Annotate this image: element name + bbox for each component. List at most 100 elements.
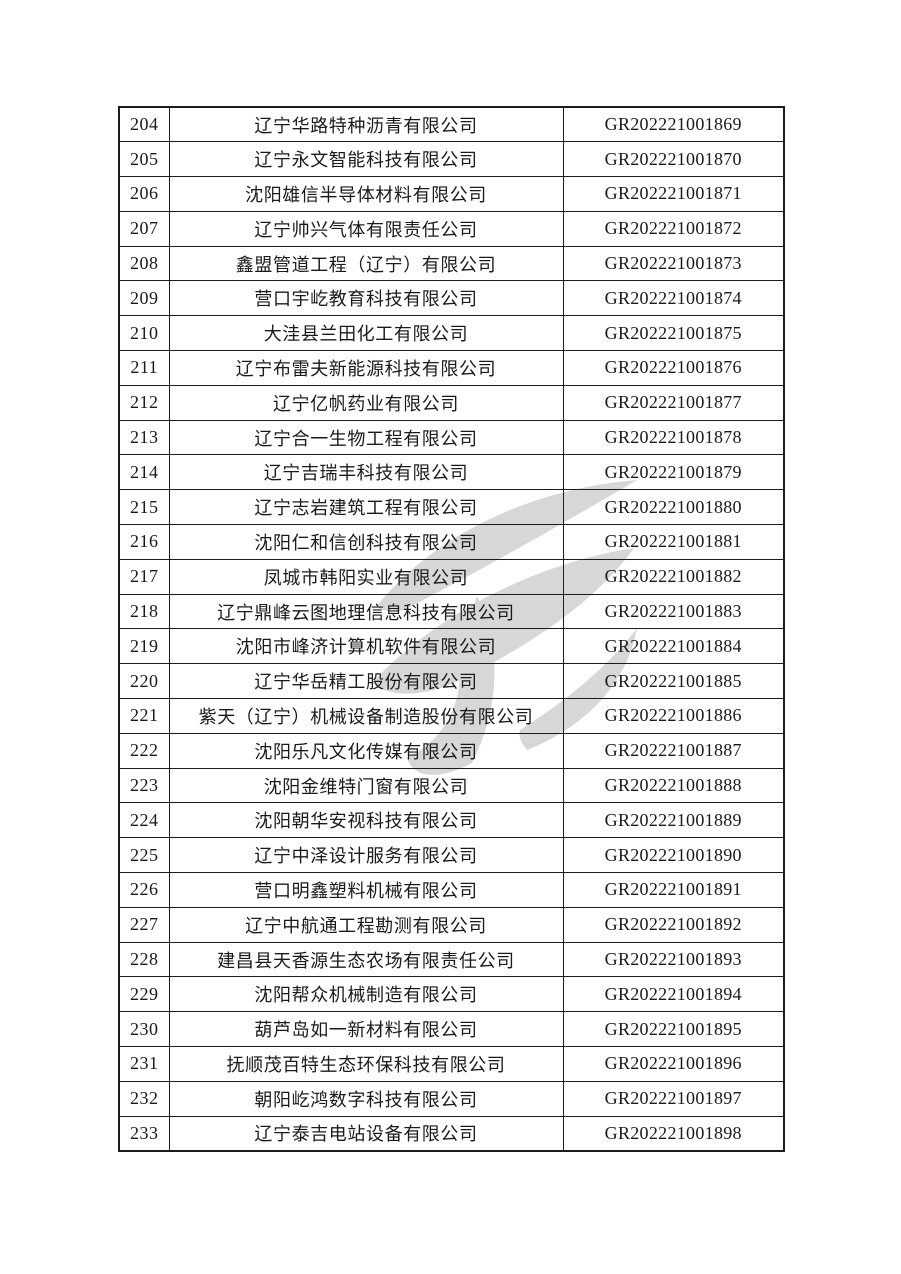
row-number: 233	[130, 1122, 159, 1143]
certificate-code: GR202221001877	[604, 392, 742, 413]
row-number-cell: 205	[118, 141, 170, 178]
row-number-cell: 208	[118, 245, 170, 282]
certificate-code-cell: GR202221001889	[562, 802, 785, 839]
certificate-code: GR202221001882	[604, 566, 742, 587]
table-row: 210 大洼县兰田化工有限公司 GR202221001875	[118, 315, 785, 352]
row-number-cell: 233	[118, 1115, 170, 1152]
certificate-code-cell: GR202221001869	[562, 106, 785, 143]
row-number-cell: 211	[118, 350, 170, 386]
company-name-cell: 辽宁永文智能科技有限公司	[168, 141, 564, 178]
certificate-code-cell: GR202221001888	[562, 767, 785, 804]
row-number-cell: 210	[118, 315, 170, 352]
table-row: 217 凤城市韩阳实业有限公司 GR202221001882	[118, 558, 785, 595]
table-row: 209 营口宇屹教育科技有限公司 GR202221001874	[118, 280, 785, 317]
certificate-code-cell: GR202221001878	[562, 419, 785, 456]
certificate-code-cell: GR202221001884	[562, 628, 785, 665]
certificate-code: GR202221001875	[604, 322, 742, 343]
company-name: 辽宁中泽设计服务有限公司	[254, 846, 478, 867]
company-name-cell: 辽宁华路特种沥青有限公司	[168, 106, 564, 143]
company-name-cell: 紫天（辽宁）机械设备制造股份有限公司	[168, 698, 564, 734]
company-name: 沈阳雄信半导体材料有限公司	[245, 184, 487, 205]
company-name: 沈阳乐凡文化传媒有限公司	[254, 741, 478, 762]
company-name-cell: 沈阳雄信半导体材料有限公司	[168, 176, 564, 212]
row-number-cell: 224	[118, 802, 170, 839]
company-name-cell: 鑫盟管道工程（辽宁）有限公司	[168, 245, 564, 282]
company-name-cell: 沈阳朝华安视科技有限公司	[168, 802, 564, 839]
certificate-code-cell: GR202221001872	[562, 210, 785, 247]
certificate-code: GR202221001884	[604, 635, 742, 656]
row-number-cell: 215	[118, 489, 170, 526]
company-name: 营口明鑫塑料机械有限公司	[254, 880, 478, 901]
certificate-code-cell: GR202221001883	[562, 593, 785, 630]
row-number-cell: 226	[118, 872, 170, 908]
row-number: 224	[130, 809, 159, 830]
row-number: 229	[130, 983, 159, 1004]
row-number: 228	[130, 949, 159, 970]
company-name: 紫天（辽宁）机械设备制造股份有限公司	[198, 706, 534, 727]
table-row: 223 沈阳金维特门窗有限公司 GR202221001888	[118, 767, 785, 804]
row-number: 214	[130, 461, 159, 482]
certificate-code: GR202221001883	[604, 601, 742, 622]
certificate-code-cell: GR202221001877	[562, 384, 785, 421]
company-name: 辽宁合一生物工程有限公司	[254, 428, 478, 449]
row-number-cell: 212	[118, 384, 170, 421]
row-number: 222	[130, 740, 159, 761]
certificate-code: GR202221001871	[604, 183, 742, 204]
company-name: 辽宁鼎峰云图地理信息科技有限公司	[217, 602, 515, 623]
table-row: 231 抚顺茂百特生态环保科技有限公司 GR202221001896	[118, 1046, 785, 1082]
company-name-cell: 辽宁布雷夫新能源科技有限公司	[168, 350, 564, 386]
certificate-code-cell: GR202221001887	[562, 732, 785, 769]
company-name-cell: 沈阳帮众机械制造有限公司	[168, 976, 564, 1013]
certificate-code-cell: GR202221001879	[562, 454, 785, 491]
row-number-cell: 221	[118, 698, 170, 734]
certificate-code: GR202221001890	[604, 844, 742, 865]
certificate-code-cell: GR202221001892	[562, 906, 785, 943]
company-name: 沈阳仁和信创科技有限公司	[254, 532, 478, 553]
certificate-code-cell: GR202221001894	[562, 976, 785, 1013]
company-name: 辽宁志岩建筑工程有限公司	[254, 498, 478, 519]
company-name: 沈阳帮众机械制造有限公司	[254, 985, 478, 1006]
certificate-code: GR202221001892	[604, 914, 742, 935]
company-name: 辽宁帅兴气体有限责任公司	[254, 219, 478, 240]
row-number-cell: 217	[118, 558, 170, 595]
row-number: 208	[130, 253, 159, 274]
certificate-code-cell: GR202221001896	[562, 1046, 785, 1082]
company-name: 辽宁亿帆药业有限公司	[273, 393, 459, 414]
row-number: 210	[130, 322, 159, 343]
row-number: 223	[130, 775, 159, 796]
company-name-cell: 营口明鑫塑料机械有限公司	[168, 872, 564, 908]
row-number: 231	[130, 1053, 159, 1074]
certificate-code: GR202221001870	[604, 148, 742, 169]
row-number: 213	[130, 427, 159, 448]
row-number-cell: 209	[118, 280, 170, 317]
company-name-cell: 沈阳乐凡文化传媒有限公司	[168, 732, 564, 769]
company-name-cell: 营口宇屹教育科技有限公司	[168, 280, 564, 317]
row-number: 225	[130, 844, 159, 865]
company-name-cell: 辽宁中泽设计服务有限公司	[168, 837, 564, 874]
table-row: 205 辽宁永文智能科技有限公司 GR202221001870	[118, 141, 785, 178]
certificate-code-cell: GR202221001880	[562, 489, 785, 526]
table-row: 219 沈阳市峰济计算机软件有限公司 GR202221001884	[118, 628, 785, 665]
row-number-cell: 228	[118, 941, 170, 978]
certificate-code: GR202221001893	[604, 949, 742, 970]
row-number-cell: 229	[118, 976, 170, 1013]
certificate-code: GR202221001891	[604, 879, 742, 900]
row-number-cell: 214	[118, 454, 170, 491]
company-name: 辽宁永文智能科技有限公司	[254, 150, 478, 171]
company-name-cell: 建昌县天香源生态农场有限责任公司	[168, 941, 564, 978]
table-row: 207 辽宁帅兴气体有限责任公司 GR202221001872	[118, 210, 785, 247]
company-name: 凤城市韩阳实业有限公司	[263, 567, 469, 588]
row-number: 212	[130, 392, 159, 413]
table-row: 230 葫芦岛如一新材料有限公司 GR202221001895	[118, 1011, 785, 1048]
certificate-code-cell: GR202221001885	[562, 663, 785, 700]
certificate-code: GR202221001888	[604, 775, 742, 796]
certificate-code: GR202221001881	[604, 531, 742, 552]
certificate-code: GR202221001898	[604, 1122, 742, 1143]
company-name-cell: 抚顺茂百特生态环保科技有限公司	[168, 1046, 564, 1082]
row-number: 211	[130, 357, 159, 378]
company-name-cell: 辽宁中航通工程勘测有限公司	[168, 906, 564, 943]
certificate-code-cell: GR202221001870	[562, 141, 785, 178]
company-name-cell: 沈阳仁和信创科技有限公司	[168, 524, 564, 560]
company-name-cell: 辽宁合一生物工程有限公司	[168, 419, 564, 456]
certificate-code: GR202221001886	[604, 705, 742, 726]
